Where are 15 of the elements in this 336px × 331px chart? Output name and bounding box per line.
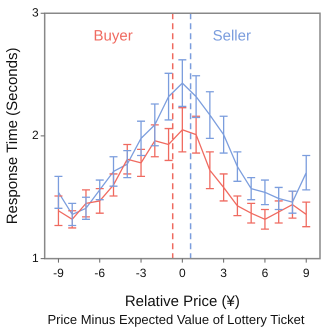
text: Price Minus Expected Value of Lottery Ticket [48, 312, 305, 328]
x-tick-label: -6 [94, 266, 106, 280]
x-tick-label: 3 [220, 266, 228, 280]
y-tick-label: 3 [32, 6, 39, 20]
y-tick-label: 1 [32, 250, 39, 265]
text: Buyer [94, 27, 133, 44]
x-tick-label: -9 [53, 266, 64, 280]
x-tick-label: 9 [302, 266, 310, 280]
x-tick-label: 0 [178, 266, 186, 280]
y-axis-title: Response Time (Seconds) [4, 48, 22, 224]
y-tick-label: 2 [32, 128, 39, 142]
x-axis-title: Relative Price (¥) [124, 293, 240, 310]
x-tick-label: 6 [262, 266, 269, 280]
x-tick-label: -3 [136, 266, 147, 280]
text: Seller [212, 27, 251, 44]
